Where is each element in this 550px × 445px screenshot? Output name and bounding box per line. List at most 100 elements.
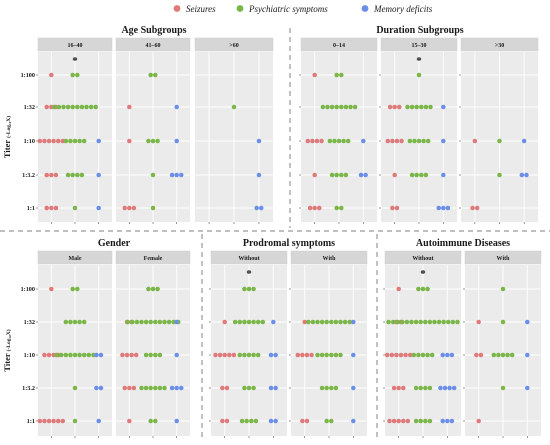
y-tick-label: 1:3.2 <box>22 385 35 392</box>
data-point <box>420 352 426 358</box>
data-point <box>72 352 78 358</box>
data-point <box>334 72 339 78</box>
data-point <box>127 385 132 391</box>
data-point <box>319 138 324 144</box>
data-point <box>300 352 305 358</box>
data-point <box>351 385 356 391</box>
data-point <box>319 319 325 325</box>
data-point <box>416 138 422 144</box>
data-point <box>174 319 179 325</box>
panel-strip <box>384 250 462 265</box>
panel-strip-label: 0–14 <box>333 43 345 49</box>
data-point <box>58 352 64 358</box>
data-point <box>70 286 75 292</box>
data-point <box>411 352 417 358</box>
data-point <box>324 352 329 358</box>
data-point <box>334 205 339 211</box>
data-point <box>174 172 179 178</box>
y-axis-label: Titer(-Log₁₀X) <box>2 329 12 371</box>
data-point <box>49 286 54 292</box>
data-point <box>46 138 52 144</box>
data-point <box>342 319 348 325</box>
data-point <box>61 104 66 110</box>
chart-group: Duration Subgroups 0–14 15–30 * >30 <box>299 25 539 224</box>
data-point <box>224 418 230 424</box>
panel-strip <box>37 250 113 265</box>
data-point <box>440 352 445 358</box>
data-point <box>386 319 391 325</box>
data-point <box>396 286 401 292</box>
data-point <box>254 205 259 211</box>
data-point <box>307 205 313 211</box>
data-point <box>312 205 317 211</box>
data-point <box>345 138 351 144</box>
data-point <box>476 319 481 325</box>
data-point <box>389 352 395 358</box>
data-point <box>401 385 406 391</box>
data-point <box>361 138 366 144</box>
data-point <box>133 352 139 358</box>
data-point <box>325 104 330 110</box>
panel: >60 <box>194 37 274 224</box>
data-point <box>81 138 87 144</box>
data-point <box>306 319 311 325</box>
legend-swatch <box>236 5 244 12</box>
data-point <box>51 418 56 424</box>
data-point <box>79 104 85 110</box>
data-point <box>329 319 334 325</box>
data-point <box>72 418 78 424</box>
data-point <box>124 352 130 358</box>
legend-swatch <box>173 5 181 12</box>
legend-label: Psychiatric symptoms <box>248 4 328 14</box>
data-point <box>416 72 422 78</box>
chart-group: Autoimmune Diseases Without * With <box>383 238 542 438</box>
data-point <box>414 104 419 110</box>
data-point <box>449 352 455 358</box>
legend-label: Memory deficits <box>373 4 433 14</box>
data-point <box>150 205 156 211</box>
data-point <box>55 138 61 144</box>
data-point <box>474 205 480 211</box>
data-point <box>390 205 395 211</box>
y-tick-label: 1:100 <box>21 72 35 79</box>
data-point <box>93 104 98 110</box>
data-point <box>96 418 101 424</box>
data-point <box>246 286 252 292</box>
data-point <box>295 352 301 358</box>
data-point <box>259 205 264 211</box>
data-point <box>497 172 502 178</box>
data-point <box>418 385 423 391</box>
data-point <box>146 286 151 292</box>
data-point <box>63 319 69 325</box>
data-point <box>122 385 127 391</box>
data-point <box>436 319 442 325</box>
data-point <box>476 418 481 424</box>
data-point <box>213 352 218 358</box>
data-point <box>519 172 525 178</box>
data-point <box>271 319 276 325</box>
data-point <box>242 286 247 292</box>
data-point <box>153 319 158 325</box>
panel: With <box>463 250 542 438</box>
data-point <box>98 385 104 391</box>
data-point <box>324 385 329 391</box>
data-point <box>310 319 316 325</box>
data-point <box>445 205 451 211</box>
data-point <box>445 352 450 358</box>
data-point <box>500 385 506 391</box>
data-point <box>447 385 452 391</box>
panel: 0–14 <box>299 37 378 224</box>
data-point <box>63 138 69 144</box>
data-point <box>505 352 510 358</box>
data-point <box>227 352 232 358</box>
data-point <box>412 138 417 144</box>
data-point <box>174 385 179 391</box>
data-point <box>157 319 163 325</box>
data-point <box>220 385 225 391</box>
data-point <box>341 138 346 144</box>
data-point <box>302 319 307 325</box>
data-point <box>131 385 137 391</box>
data-point <box>315 319 320 325</box>
data-point <box>304 418 310 424</box>
data-point <box>394 138 400 144</box>
